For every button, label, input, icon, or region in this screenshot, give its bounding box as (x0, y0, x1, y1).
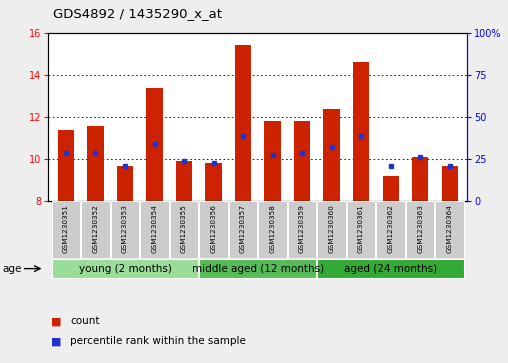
Text: GSM1230353: GSM1230353 (122, 204, 128, 253)
Text: GSM1230355: GSM1230355 (181, 204, 187, 253)
Text: GSM1230360: GSM1230360 (329, 204, 335, 253)
Bar (205, 163, 221, 201)
Text: GDS4892 / 1435290_x_at: GDS4892 / 1435290_x_at (53, 7, 223, 20)
Bar (347, 201, 375, 258)
Bar (170, 201, 198, 258)
Text: GSM1230356: GSM1230356 (210, 204, 216, 253)
Text: percentile rank within the sample: percentile rank within the sample (70, 336, 246, 346)
Bar (288, 201, 316, 258)
Bar (87, 126, 104, 201)
Bar (52, 201, 80, 258)
Text: GSM1230351: GSM1230351 (63, 204, 69, 253)
Text: GSM1230362: GSM1230362 (388, 204, 394, 253)
Bar (294, 121, 310, 201)
Text: GSM1230354: GSM1230354 (151, 204, 157, 253)
Text: GSM1230358: GSM1230358 (270, 204, 275, 253)
Text: ■: ■ (51, 316, 61, 326)
Bar (265, 121, 281, 201)
Bar (383, 176, 399, 201)
Bar (199, 201, 228, 258)
Text: count: count (70, 316, 100, 326)
Bar (81, 201, 110, 258)
Text: GSM1230361: GSM1230361 (358, 204, 364, 253)
Text: GSM1230352: GSM1230352 (92, 204, 99, 253)
Bar (324, 109, 340, 201)
Text: GSM1230363: GSM1230363 (417, 204, 423, 253)
Bar (199, 259, 316, 278)
Text: GSM1230359: GSM1230359 (299, 204, 305, 253)
Bar (58, 130, 74, 201)
Bar (229, 201, 257, 258)
Bar (441, 166, 458, 201)
Bar (376, 201, 405, 258)
Bar (176, 162, 192, 201)
Bar (117, 166, 133, 201)
Text: young (2 months): young (2 months) (79, 264, 171, 274)
Text: ■: ■ (51, 336, 61, 346)
Text: age: age (3, 264, 22, 274)
Bar (111, 201, 139, 258)
Bar (318, 259, 464, 278)
Text: GSM1230357: GSM1230357 (240, 204, 246, 253)
Text: aged (24 months): aged (24 months) (344, 264, 437, 274)
Bar (318, 201, 346, 258)
Bar (140, 201, 169, 258)
Bar (412, 157, 428, 201)
Bar (146, 87, 163, 201)
Bar (406, 201, 434, 258)
Bar (259, 201, 287, 258)
Bar (435, 201, 464, 258)
Bar (235, 45, 251, 201)
Text: GSM1230364: GSM1230364 (447, 204, 453, 253)
Text: middle aged (12 months): middle aged (12 months) (192, 264, 324, 274)
Bar (52, 259, 198, 278)
Bar (353, 62, 369, 201)
